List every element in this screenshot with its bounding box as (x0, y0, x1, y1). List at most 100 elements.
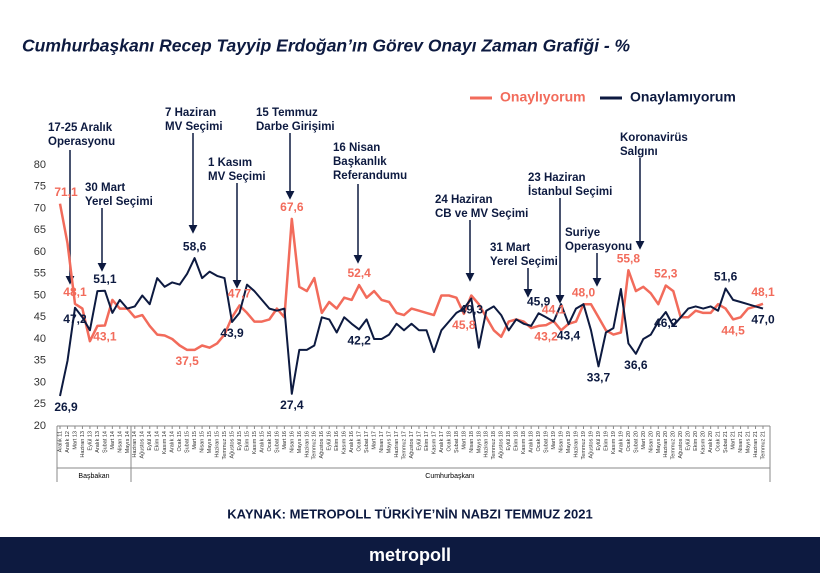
y-tick-label: 20 (34, 420, 46, 432)
x-tick-label: Mart 20 (641, 431, 647, 450)
x-tick-label: Eylül 16 (327, 431, 333, 451)
annotation: 16 Nisan (333, 142, 380, 154)
annotation: Başkanlık (333, 156, 387, 168)
data-label: 43,9 (220, 326, 244, 340)
data-label: 58,6 (183, 239, 207, 253)
y-tick-label: 30 (34, 376, 46, 388)
annotation: Referandumu (333, 170, 407, 182)
x-tick-label: Temmuz 15 (222, 431, 228, 459)
x-tick-label: Nisan 19 (559, 431, 565, 453)
x-tick-label: Aralık 18 (529, 431, 535, 453)
x-tick-label: Haziran 18 (484, 431, 490, 458)
annotation: İstanbul Seçimi (528, 185, 612, 198)
y-tick-label: 75 (34, 181, 46, 193)
x-tick-label: Nisan 20 (648, 431, 654, 453)
data-label: 67,6 (280, 200, 304, 214)
data-label: 71,1 (54, 185, 78, 199)
footer-bar (0, 537, 820, 573)
x-tick-label: Aralık 20 (708, 431, 714, 453)
x-tick-label: Haziran 20 (663, 431, 669, 458)
x-tick-label: Ağustos 16 (319, 431, 325, 459)
y-tick-label: 35 (34, 355, 46, 367)
x-tick-label: Haziran 14 (132, 431, 138, 458)
x-tick-label: Kasım 16 (342, 431, 348, 454)
data-label: 48,1 (751, 285, 775, 299)
annotation: MV Seçimi (208, 171, 266, 183)
data-label: 37,5 (175, 354, 199, 368)
x-tick-label: Mayıs 16 (297, 431, 303, 453)
annotation: 17-25 Aralık (48, 122, 113, 134)
annotation: Suriye (565, 227, 600, 239)
data-label: 33,7 (587, 371, 611, 385)
data-label: 51,6 (714, 270, 738, 284)
data-label: 46,2 (654, 316, 678, 330)
x-tick-label: Ekim 18 (514, 431, 520, 451)
annotation: 1 Kasım (208, 157, 252, 169)
x-tick-label: Ağustos 19 (588, 431, 594, 459)
x-tick-label: Nisan 15 (200, 431, 206, 453)
legend-label: Onaylıyorum (500, 89, 586, 105)
annotation: 7 Haziran (165, 107, 216, 119)
x-tick-label: Ocak 19 (536, 431, 542, 451)
annotation: Yerel Seçimi (85, 196, 153, 208)
x-tick-label: Ağustos 15 (229, 431, 235, 459)
x-tick-label: Mayıs 19 (566, 431, 572, 453)
x-tick-label: Kasım 20 (701, 431, 707, 454)
x-tick-label: Haziran 19 (573, 431, 579, 458)
y-tick-label: 40 (34, 333, 46, 345)
x-tick-label: Şubat 15 (185, 431, 191, 453)
x-tick-label: Nisan 18 (469, 431, 475, 453)
x-tick-label: Şubat 19 (544, 431, 550, 453)
legend-label: Onaylamıyorum (630, 89, 736, 105)
data-label: 47,7 (228, 287, 252, 301)
x-tick-label: Eylül 14 (147, 431, 153, 451)
y-tick-label: 45 (34, 311, 46, 323)
x-tick-label: Aralık 19 (618, 431, 624, 453)
x-tick-label: Şubat 21 (723, 431, 729, 453)
data-label: 44,1 (542, 302, 566, 316)
x-tick-label: Mart 14 (110, 431, 116, 450)
x-tick-label: Şubat 20 (633, 431, 639, 453)
x-tick-label: Aralık 14 (170, 431, 176, 453)
x-tick-label: Mart 16 (282, 431, 288, 450)
x-tick-label: Ocak 16 (267, 431, 273, 451)
brand: metropoll (369, 545, 451, 565)
x-tick-label: Ekim 19 (603, 431, 609, 451)
annotation: Operasyonu (48, 136, 115, 148)
x-tick-label: Şubat 17 (364, 431, 370, 453)
x-tick-label: Aralık 11 (57, 431, 63, 452)
x-tick-label: Haziran 21 (753, 431, 759, 458)
data-label: 52,4 (347, 266, 371, 280)
data-label: 36,6 (624, 358, 648, 372)
y-tick-label: 55 (34, 268, 46, 280)
y-tick-label: 25 (34, 398, 46, 410)
data-label: 47,0 (751, 313, 775, 327)
annotation: 23 Haziran (528, 172, 586, 184)
y-tick-label: 60 (34, 246, 46, 258)
x-tick-label: Şubat 18 (454, 431, 460, 453)
x-tick-label: Mayıs 15 (207, 431, 213, 453)
data-label: 55,8 (617, 251, 641, 265)
x-tick-label: Mart 18 (461, 431, 467, 450)
x-tick-label: Şubat 16 (274, 431, 280, 453)
x-tick-label: Mayıs 14 (125, 431, 131, 453)
x-tick-label: Aralık 15 (259, 431, 265, 453)
annotation: 31 Mart (490, 242, 530, 254)
data-label: 44,5 (721, 324, 745, 338)
annotation: Yerel Seçimi (490, 256, 558, 268)
x-tick-label: Temmuz 18 (491, 431, 497, 459)
x-tick-label: Ağustos 18 (499, 431, 505, 459)
x-tick-label: Temmuz 21 (760, 431, 766, 459)
group-label: Cumhurbaşkanı (425, 473, 474, 480)
annotation: Operasyonu (565, 241, 632, 253)
data-label: 45,9 (527, 295, 551, 309)
x-tick-label: Nisan 21 (738, 431, 744, 453)
x-tick-label: Mart 21 (731, 431, 737, 450)
x-tick-label: Ocak 20 (626, 431, 632, 451)
data-label: 48,1 (63, 285, 87, 299)
annotation: MV Seçimi (165, 121, 223, 133)
x-tick-label: Nisan 16 (289, 431, 295, 453)
x-tick-label: Haziran 16 (304, 431, 310, 458)
x-tick-label: Eylül 17 (416, 431, 422, 451)
